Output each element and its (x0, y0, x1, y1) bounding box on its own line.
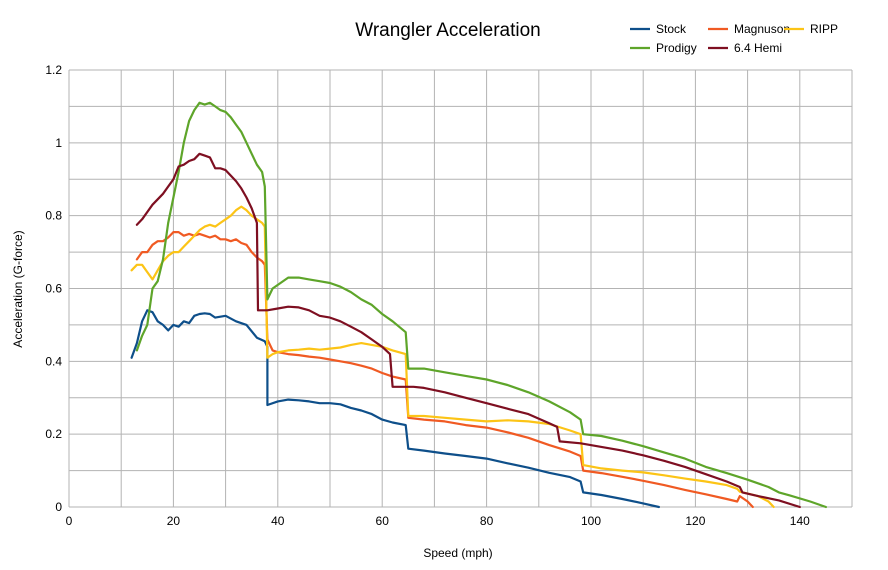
series-line-6-4-hemi (135, 152, 801, 509)
series-group (130, 101, 827, 509)
x-tick-label: 80 (480, 514, 494, 528)
y-axis-label: Acceleration (G-force) (11, 230, 25, 347)
y-tick-label: 0.4 (45, 354, 62, 368)
x-tick-label: 100 (581, 514, 601, 528)
legend: Stock Magnuson RIPP Prodigy 6.4 Hemi (630, 22, 838, 55)
x-tick-label: 20 (167, 514, 181, 528)
x-tick-label: 0 (66, 514, 73, 528)
legend-label-stock: Stock (656, 22, 687, 36)
y-tick-label: 1.2 (45, 63, 62, 77)
legend-label-prodigy: Prodigy (656, 41, 697, 55)
x-tick-label: 120 (685, 514, 705, 528)
series-line-magnuson (135, 231, 754, 509)
tick-labels: 0 20 40 60 80 100 120 140 0 0.2 0.4 0.6 0.8 1 1.2 (45, 63, 810, 528)
y-tick-label: 0.6 (45, 282, 62, 296)
y-tick-label: 0.2 (45, 427, 62, 441)
x-axis-label: Speed (mph) (423, 546, 492, 560)
chart-title: Wrangler Acceleration (355, 20, 541, 41)
x-tick-label: 60 (376, 514, 390, 528)
series-line-prodigy (135, 101, 827, 509)
y-tick-label: 0 (55, 500, 62, 514)
y-tick-label: 1 (55, 136, 62, 150)
y-tick-label: 0.8 (45, 209, 62, 223)
x-tick-label: 40 (271, 514, 285, 528)
legend-label-6-4-hemi: 6.4 Hemi (734, 41, 782, 55)
series-line-stock (130, 309, 660, 509)
legend-label-ripp: RIPP (810, 22, 838, 36)
x-tick-label: 140 (790, 514, 810, 528)
grid (68, 69, 853, 508)
legend-label-magnuson: Magnuson (734, 22, 790, 36)
series-line-ripp (130, 205, 775, 509)
